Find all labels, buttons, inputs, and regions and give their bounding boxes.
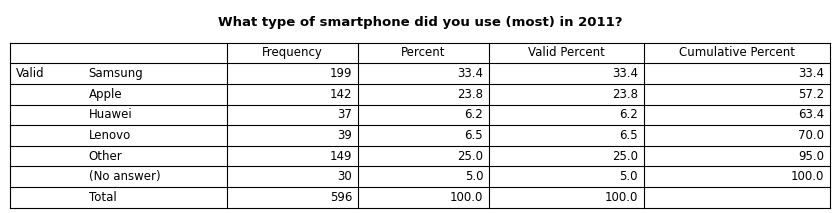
Text: 199: 199 <box>329 67 352 80</box>
Text: 25.0: 25.0 <box>612 150 638 163</box>
Text: Samsung: Samsung <box>88 67 144 80</box>
Text: Huawei: Huawei <box>88 108 133 121</box>
Text: 6.5: 6.5 <box>465 129 483 142</box>
Text: 100.0: 100.0 <box>790 170 824 183</box>
Text: 33.4: 33.4 <box>798 67 824 80</box>
Text: Frequency: Frequency <box>262 46 323 59</box>
Text: Valid: Valid <box>16 67 45 80</box>
Text: 37: 37 <box>338 108 352 121</box>
Text: 23.8: 23.8 <box>457 88 483 101</box>
Text: 5.0: 5.0 <box>465 170 483 183</box>
Text: 30: 30 <box>338 170 352 183</box>
Text: 33.4: 33.4 <box>457 67 483 80</box>
Text: 100.0: 100.0 <box>449 191 483 204</box>
Text: Percent: Percent <box>402 46 446 59</box>
Text: 6.5: 6.5 <box>619 129 638 142</box>
Text: 33.4: 33.4 <box>612 67 638 80</box>
Text: Apple: Apple <box>88 88 122 101</box>
Text: 142: 142 <box>329 88 352 101</box>
Text: 39: 39 <box>338 129 352 142</box>
Text: 70.0: 70.0 <box>798 129 824 142</box>
Text: Cumulative Percent: Cumulative Percent <box>679 46 795 59</box>
Text: 100.0: 100.0 <box>605 191 638 204</box>
Text: 149: 149 <box>329 150 352 163</box>
Text: 63.4: 63.4 <box>798 108 824 121</box>
Text: Lenovo: Lenovo <box>88 129 131 142</box>
Text: 6.2: 6.2 <box>465 108 483 121</box>
Text: 95.0: 95.0 <box>798 150 824 163</box>
Text: (No answer): (No answer) <box>88 170 160 183</box>
Text: 596: 596 <box>330 191 352 204</box>
Text: Valid Percent: Valid Percent <box>528 46 605 59</box>
Text: 5.0: 5.0 <box>620 170 638 183</box>
Text: Total: Total <box>88 191 116 204</box>
Text: 23.8: 23.8 <box>612 88 638 101</box>
Text: Other: Other <box>88 150 123 163</box>
Text: 57.2: 57.2 <box>798 88 824 101</box>
Text: What type of smartphone did you use (most) in 2011?: What type of smartphone did you use (mos… <box>218 16 622 29</box>
Text: 25.0: 25.0 <box>457 150 483 163</box>
Text: 6.2: 6.2 <box>619 108 638 121</box>
